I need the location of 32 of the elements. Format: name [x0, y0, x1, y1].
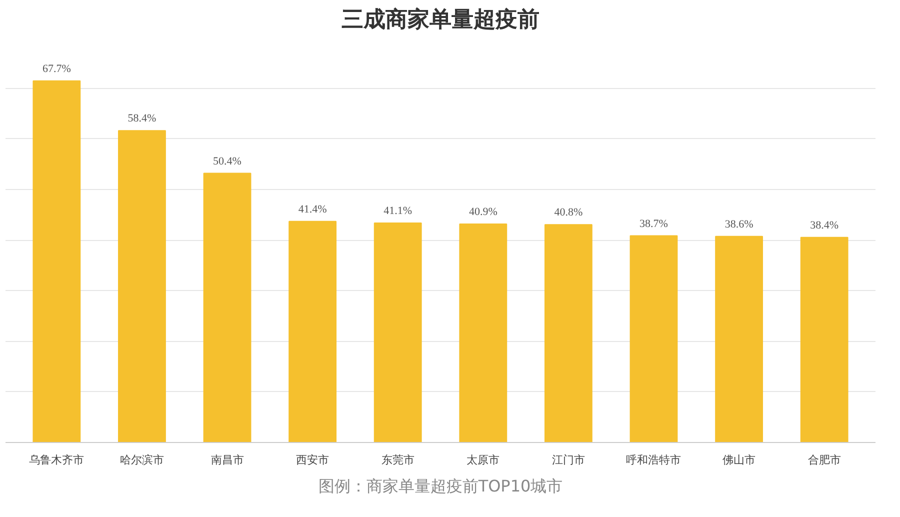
bar [203, 172, 252, 442]
data-label: 40.9% [468, 206, 498, 218]
x-tick-label: 合肥市 [808, 454, 841, 466]
data-label: 41.1% [384, 204, 412, 217]
x-tick-label: 西安市 [296, 454, 330, 466]
bar [459, 224, 508, 442]
x-tick-label: 南昌市 [210, 454, 244, 466]
x-tick-label: 呼和浩特市 [626, 454, 682, 466]
data-label: 38.4% [810, 219, 839, 232]
data-label: 38.7% [640, 218, 668, 230]
x-tick-label: 乌鲁木齐市 [29, 454, 84, 466]
bar [32, 80, 81, 442]
bar [118, 130, 166, 442]
data-label: 38.6% [724, 218, 754, 230]
bar [630, 235, 678, 442]
data-label: 41.4% [298, 203, 327, 216]
x-tick-label: 江门市 [552, 454, 585, 466]
bar [544, 224, 592, 442]
chart-title: 三成商家单量超疫前 [342, 6, 540, 32]
data-label: 40.8% [554, 206, 583, 219]
data-label: 67.7% [42, 62, 71, 75]
x-tick-label: 佛山市 [722, 454, 756, 466]
bar [800, 236, 848, 442]
data-label: 58.4% [128, 112, 156, 125]
x-tick-label: 东莞市 [381, 454, 414, 466]
data-label: 50.4% [213, 155, 242, 168]
x-tick-label: 哈尔滨市 [120, 454, 164, 466]
text: 图例：商家单量超疫前TOP10城市 [318, 476, 563, 496]
bar [374, 222, 422, 442]
bar [288, 220, 337, 442]
bar [715, 236, 763, 442]
x-tick-label: 太原市 [466, 454, 500, 466]
